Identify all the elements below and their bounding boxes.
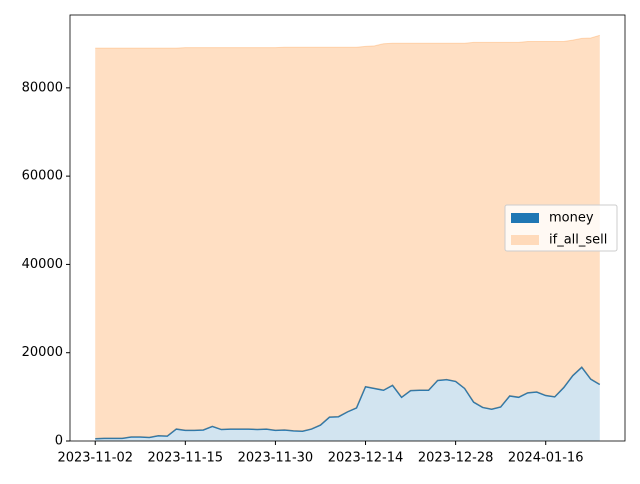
area xyxy=(95,367,600,441)
y-tick-label: 60000 xyxy=(22,169,63,184)
line xyxy=(95,34,600,49)
y-tick-label: 40000 xyxy=(22,257,63,272)
y-tick-label: 20000 xyxy=(22,345,63,360)
area xyxy=(95,35,600,439)
legend: money if_all_sell xyxy=(504,204,618,252)
x-tick-label: 2023-12-14 xyxy=(328,451,404,466)
legend-swatch xyxy=(511,213,539,223)
x-tick-label: 2023-11-30 xyxy=(238,451,314,466)
legend-label: money xyxy=(549,211,594,226)
legend-swatch xyxy=(511,235,539,245)
plot-frame xyxy=(69,14,626,442)
x-tick-label: 2023-12-28 xyxy=(418,451,494,466)
y-tick-label: 80000 xyxy=(22,80,63,95)
legend-label: if_all_sell xyxy=(549,233,607,248)
line xyxy=(95,366,601,440)
x-tick-label: 2023-11-02 xyxy=(57,451,133,466)
x-tick-label: 2024-01-16 xyxy=(508,451,584,466)
x-tick-label: 2023-11-15 xyxy=(148,451,224,466)
y-tick-label: 0 xyxy=(55,434,63,449)
